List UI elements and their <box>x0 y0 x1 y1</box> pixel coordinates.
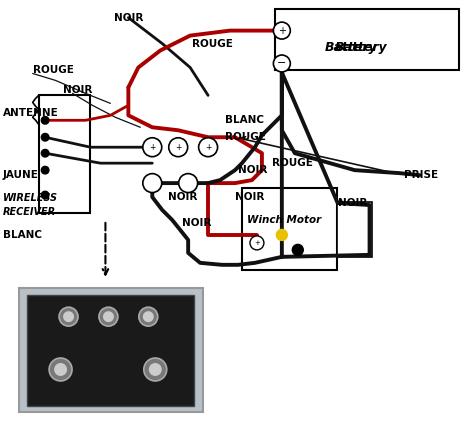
Text: WIRELESS: WIRELESS <box>3 193 58 203</box>
Circle shape <box>99 307 118 326</box>
Bar <box>275 8 459 71</box>
Circle shape <box>179 174 198 193</box>
Circle shape <box>59 307 78 326</box>
Bar <box>27 295 194 406</box>
Circle shape <box>41 150 49 157</box>
Bar <box>337 202 372 257</box>
Text: BLANC: BLANC <box>225 115 264 125</box>
Circle shape <box>64 312 73 321</box>
Circle shape <box>273 55 291 72</box>
Text: Winch Motor: Winch Motor <box>247 215 321 225</box>
Text: ROUGE: ROUGE <box>225 132 266 142</box>
Circle shape <box>276 230 287 241</box>
Text: BLANC: BLANC <box>3 230 42 240</box>
Circle shape <box>273 22 291 39</box>
Circle shape <box>149 364 161 375</box>
Text: Battery: Battery <box>335 41 387 54</box>
Circle shape <box>144 358 167 381</box>
Circle shape <box>41 191 49 199</box>
Bar <box>242 188 337 270</box>
Text: +: + <box>205 143 211 152</box>
Circle shape <box>292 244 303 255</box>
Text: Battery: Battery <box>325 41 377 54</box>
Text: NOIR: NOIR <box>63 85 92 95</box>
Text: +: + <box>149 143 155 152</box>
Circle shape <box>169 138 188 157</box>
Circle shape <box>143 138 162 157</box>
Circle shape <box>143 174 162 193</box>
Text: NOIR: NOIR <box>235 192 264 202</box>
Circle shape <box>41 116 49 124</box>
Circle shape <box>49 358 72 381</box>
Text: NOIR: NOIR <box>238 165 267 175</box>
Circle shape <box>104 312 113 321</box>
Text: ROUGE: ROUGE <box>33 65 73 76</box>
Circle shape <box>139 307 158 326</box>
Circle shape <box>41 133 49 141</box>
Circle shape <box>250 236 264 250</box>
Text: NOIR: NOIR <box>168 192 198 202</box>
Circle shape <box>41 166 49 174</box>
Text: +: + <box>254 240 260 246</box>
Text: JAUNE: JAUNE <box>3 170 39 180</box>
Bar <box>39 95 91 213</box>
Bar <box>18 288 203 412</box>
Text: NOIR: NOIR <box>337 198 367 208</box>
Circle shape <box>199 138 218 157</box>
Text: NOIR: NOIR <box>182 218 211 228</box>
Text: +: + <box>278 26 286 36</box>
Text: RECEIVER: RECEIVER <box>3 207 56 217</box>
Text: ANTENNE: ANTENNE <box>3 108 58 118</box>
Text: −: − <box>277 59 287 68</box>
Text: PRISE: PRISE <box>404 170 438 180</box>
Circle shape <box>55 364 66 375</box>
Circle shape <box>144 312 153 321</box>
Text: NOIR: NOIR <box>114 13 143 23</box>
Text: ROUGE: ROUGE <box>192 39 233 48</box>
Text: ROUGE: ROUGE <box>272 158 313 168</box>
Text: +: + <box>175 143 182 152</box>
